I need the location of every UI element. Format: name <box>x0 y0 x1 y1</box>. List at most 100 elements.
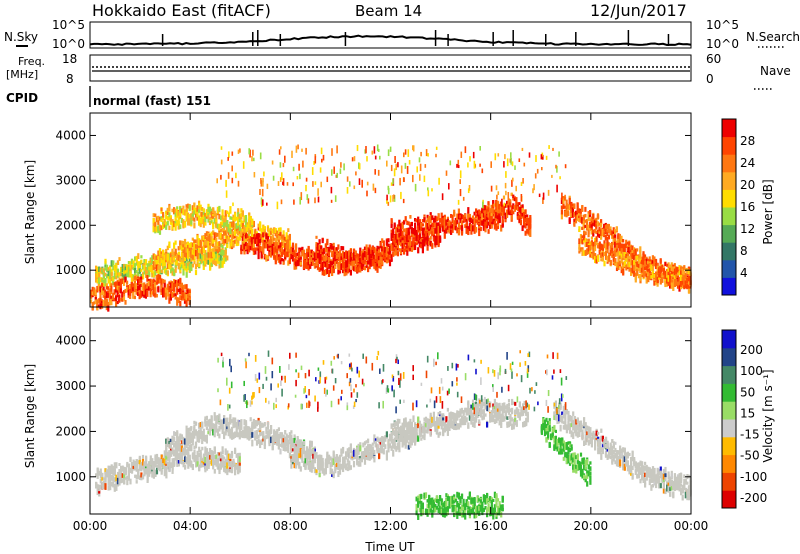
scatter-cell <box>385 260 388 264</box>
scatter-cell <box>280 253 284 257</box>
scatter-cell <box>165 253 168 258</box>
scatter-cell <box>504 203 507 208</box>
scatter-cell <box>620 259 623 264</box>
scatter-cell <box>91 291 94 296</box>
scatter-cell <box>160 207 163 212</box>
scatter-cell <box>210 211 213 219</box>
scatter-cell <box>579 218 582 223</box>
scatter-cell <box>385 239 388 246</box>
scatter-cell <box>177 281 180 286</box>
scatter-cell <box>226 222 229 227</box>
scatter-cell <box>404 245 407 252</box>
scatter-cell <box>399 227 403 234</box>
scatter-cell <box>431 222 434 229</box>
scatter-cell <box>163 219 166 224</box>
scatter-cell <box>456 163 458 168</box>
scatter-cell <box>312 181 314 187</box>
scatter-cell <box>315 244 318 252</box>
scatter-cell <box>645 268 648 276</box>
scatter-cell <box>404 230 407 235</box>
scatter-cell <box>301 250 304 257</box>
scatter-cell <box>225 190 228 198</box>
scatter-cell <box>630 257 633 261</box>
scatter-cell <box>650 260 653 265</box>
scatter-cell <box>276 230 279 235</box>
scatter-cell <box>687 276 691 282</box>
scatter-cell <box>519 206 523 214</box>
scatter-cell <box>120 267 123 272</box>
scatter-cell <box>595 236 598 242</box>
scatter-cell <box>179 287 182 291</box>
scatter-cell <box>187 243 190 249</box>
scatter-cell <box>165 293 168 300</box>
scatter-cell <box>521 212 524 217</box>
scatter-cell <box>642 266 645 274</box>
scatter-cell <box>634 263 637 270</box>
scatter-cell <box>535 155 537 162</box>
scatter-cell <box>645 274 648 280</box>
scatter-cell <box>241 212 244 217</box>
scatter-cell <box>403 242 406 246</box>
scatter-cell <box>637 264 640 268</box>
scatter-cell <box>113 484 116 490</box>
scatter-cell <box>415 229 418 234</box>
scatter-cell <box>229 216 232 220</box>
scatter-cell <box>224 250 227 258</box>
scatter-cell <box>295 243 298 250</box>
scatter-cell <box>271 160 274 165</box>
scatter-cell <box>379 257 382 261</box>
scatter-cell <box>154 290 157 298</box>
scatter-cell <box>468 225 471 232</box>
scatter-cell <box>137 271 140 279</box>
scatter-cell <box>326 176 329 183</box>
scatter-cell <box>400 191 402 200</box>
scatter-cell <box>492 212 495 217</box>
scatter-cell <box>252 149 254 156</box>
scatter-cell <box>305 185 307 192</box>
scatter-cell <box>395 163 397 171</box>
scatter-cell <box>198 247 201 253</box>
scatter-cell <box>516 202 519 207</box>
scatter-cell <box>196 211 199 217</box>
scatter-cell <box>633 255 636 260</box>
scatter-cell <box>218 260 221 264</box>
scatter-cell <box>313 263 316 269</box>
scatter-cell <box>102 283 105 287</box>
power-colorbar-label: Power [dB] <box>761 179 775 244</box>
scatter-cell <box>141 283 144 289</box>
scatter-cell <box>193 243 196 250</box>
scatter-cell <box>606 255 609 263</box>
scatter-cell <box>524 216 527 223</box>
scatter-cell <box>115 271 118 278</box>
scatter-cell <box>332 253 335 258</box>
scatter-cell <box>532 188 534 194</box>
scatter-cell <box>102 286 105 291</box>
scatter-cell <box>578 218 581 222</box>
scatter-cell <box>268 250 271 254</box>
scatter-cell <box>143 265 146 271</box>
scatter-cell <box>514 165 516 170</box>
scatter-cell <box>356 263 359 271</box>
scatter-cell <box>589 227 592 231</box>
scatter-cell <box>219 260 223 264</box>
scatter-cell <box>484 210 487 217</box>
scatter-cell <box>184 266 187 271</box>
scatter-cell <box>559 176 561 180</box>
scatter-cell <box>348 258 351 264</box>
scatter-cell <box>592 248 595 254</box>
scatter-cell <box>607 223 610 230</box>
scatter-cell <box>684 272 687 280</box>
power-y-label: Slant Range [km] <box>23 160 37 264</box>
nsky-right-tick-top: 10^5 <box>706 18 739 32</box>
scatter-cell <box>158 228 162 235</box>
scatter-cell <box>196 235 199 239</box>
scatter-cell <box>510 215 513 221</box>
scatter-cell <box>244 217 248 224</box>
scatter-cell <box>327 246 331 253</box>
scatter-cell <box>173 279 176 285</box>
scatter-cell <box>148 466 151 471</box>
scatter-cell <box>240 208 243 213</box>
scatter-cell <box>496 211 499 217</box>
scatter-cell <box>505 171 507 178</box>
